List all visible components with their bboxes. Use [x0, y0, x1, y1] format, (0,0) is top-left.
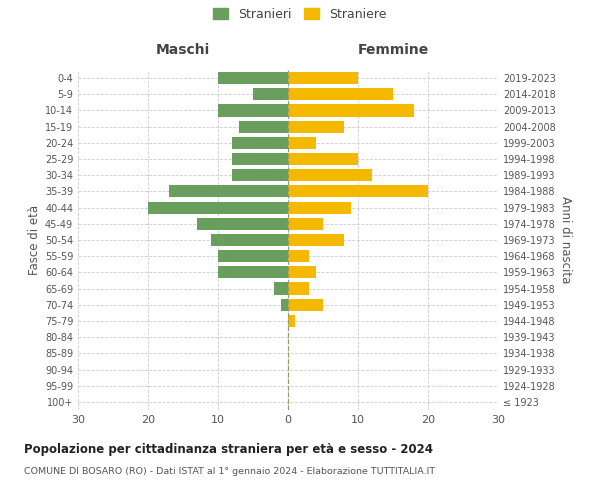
Bar — [218, 72, 288, 84]
Bar — [274, 282, 288, 294]
Bar — [288, 298, 323, 311]
Bar — [169, 186, 288, 198]
Bar — [218, 266, 288, 278]
Bar — [288, 250, 309, 262]
Bar — [253, 88, 288, 101]
Bar — [218, 104, 288, 117]
Bar — [211, 234, 288, 246]
Y-axis label: Fasce di età: Fasce di età — [28, 205, 41, 275]
Bar — [288, 88, 393, 101]
Bar — [288, 104, 414, 117]
Bar — [148, 202, 288, 213]
Bar — [288, 169, 372, 181]
Y-axis label: Anni di nascita: Anni di nascita — [559, 196, 572, 284]
Text: Maschi: Maschi — [156, 43, 210, 57]
Bar — [288, 266, 316, 278]
Bar — [288, 218, 323, 230]
Bar — [197, 218, 288, 230]
Bar — [232, 169, 288, 181]
Bar — [239, 120, 288, 132]
Bar — [288, 315, 295, 327]
Bar — [288, 282, 309, 294]
Bar — [281, 298, 288, 311]
Bar — [288, 186, 428, 198]
Text: Femmine: Femmine — [358, 43, 428, 57]
Bar — [288, 137, 316, 149]
Bar — [288, 120, 344, 132]
Bar — [288, 153, 358, 165]
Bar — [218, 250, 288, 262]
Bar — [232, 153, 288, 165]
Bar — [288, 234, 344, 246]
Bar — [232, 137, 288, 149]
Text: COMUNE DI BOSARO (RO) - Dati ISTAT al 1° gennaio 2024 - Elaborazione TUTTITALIA.: COMUNE DI BOSARO (RO) - Dati ISTAT al 1°… — [24, 468, 435, 476]
Text: Popolazione per cittadinanza straniera per età e sesso - 2024: Popolazione per cittadinanza straniera p… — [24, 442, 433, 456]
Bar — [288, 202, 351, 213]
Legend: Stranieri, Straniere: Stranieri, Straniere — [208, 2, 392, 26]
Bar — [288, 72, 358, 84]
